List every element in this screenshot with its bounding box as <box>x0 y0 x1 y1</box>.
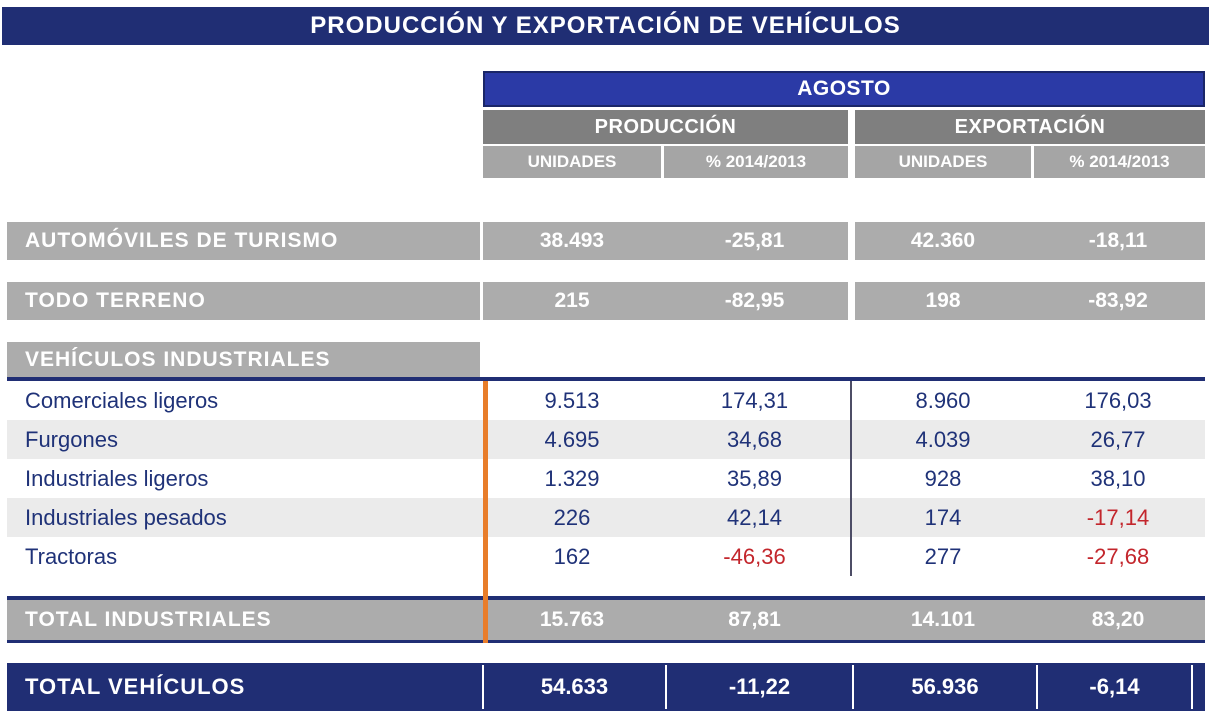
cell-exportacion-pct: 176,03 <box>1084 388 1152 413</box>
column-separator <box>852 665 854 709</box>
cell-exportacion-unidades: 14.101 <box>910 608 976 631</box>
table-row-todo-terreno: TODO TERRENO 215 -82,95 198 -83,92 <box>7 282 1205 320</box>
row-label: Tractoras <box>25 544 118 569</box>
produccion-exportacion-divider-line <box>850 381 852 576</box>
row-label: TODO TERRENO <box>7 282 480 320</box>
cell-exportacion-pct: -83,92 <box>1031 282 1205 320</box>
cell-produccion-unidades: 38.493 <box>483 222 661 260</box>
cell-exportacion-pct: 38,10 <box>1090 466 1146 491</box>
column-group-header-row: PRODUCCIÓN EXPORTACIÓN <box>483 110 1205 144</box>
cell-produccion-pct: 174,31 <box>720 388 789 413</box>
cell-produccion-unidades: 226 <box>553 505 591 530</box>
cell-produccion-pct: -25,81 <box>661 222 848 260</box>
table-row-industriales-pesados: Industriales pesados 226 42,14 174 -17,1… <box>7 498 1205 537</box>
subcolumn-header-row: UNIDADES % 2014/2013 UNIDADES % 2014/201… <box>483 146 1205 178</box>
table-row-total-industriales: TOTAL INDUSTRIALES 15.763 87,81 14.101 8… <box>7 596 1205 643</box>
cell-produccion-pct: 35,89 <box>726 466 783 491</box>
cell-produccion-pct: -82,95 <box>661 282 848 320</box>
column-group-gap <box>848 110 855 144</box>
section-header-vehiculos-industriales: VEHÍCULOS INDUSTRIALES <box>7 342 480 377</box>
row-label: Industriales pesados <box>25 505 227 530</box>
column-separator <box>1036 665 1038 709</box>
column-header-exportacion-pct: % 2014/2013 <box>1031 146 1205 178</box>
column-separator <box>665 665 667 709</box>
cell-exportacion-unidades: 174 <box>924 505 962 530</box>
cell-produccion-pct: 87,81 <box>728 608 781 631</box>
cell-produccion-pct: -11,22 <box>728 674 791 699</box>
cell-exportacion-pct: -18,11 <box>1031 222 1205 260</box>
row-label: Comerciales ligeros <box>25 388 219 413</box>
row-label: TOTAL VEHÍCULOS <box>25 674 246 699</box>
page-title: PRODUCCIÓN Y EXPORTACIÓN DE VEHÍCULOS <box>2 7 1209 45</box>
table-row-comerciales-ligeros: Comerciales ligeros 9.513 174,31 8.960 1… <box>7 381 1205 420</box>
row-label: Furgones <box>25 427 118 452</box>
cell-produccion-unidades: 162 <box>553 544 591 569</box>
cell-produccion-unidades: 1.329 <box>544 466 600 491</box>
column-header-produccion-unidades: UNIDADES <box>483 146 661 178</box>
cell-produccion-unidades: 54.633 <box>540 674 609 699</box>
table-row-industriales-ligeros: Industriales ligeros 1.329 35,89 928 38,… <box>7 459 1205 498</box>
cell-exportacion-unidades: 8.960 <box>915 388 971 413</box>
row-label: Industriales ligeros <box>25 466 209 491</box>
table-row-automoviles-de-turismo: AUTOMÓVILES DE TURISMO 38.493 -25,81 42.… <box>7 222 1205 260</box>
cell-exportacion-pct: 26,77 <box>1090 427 1146 452</box>
column-group-produccion: PRODUCCIÓN <box>483 110 848 144</box>
cell-exportacion-pct: -27,68 <box>1086 544 1150 569</box>
row-label: TOTAL INDUSTRIALES <box>25 608 272 631</box>
month-header: AGOSTO <box>483 71 1205 107</box>
column-header-produccion-pct: % 2014/2013 <box>661 146 848 178</box>
column-header-exportacion-unidades: UNIDADES <box>855 146 1031 178</box>
table-row-furgones: Furgones 4.695 34,68 4.039 26,77 <box>7 420 1205 459</box>
cell-exportacion-unidades: 42.360 <box>855 222 1031 260</box>
column-group-exportacion: EXPORTACIÓN <box>855 110 1205 144</box>
cell-produccion-pct: 42,14 <box>726 505 783 530</box>
cell-exportacion-pct: -17,14 <box>1086 505 1150 530</box>
column-group-gap <box>848 146 855 178</box>
column-separator <box>1191 665 1193 709</box>
table-row-tractoras: Tractoras 162 -46,36 277 -27,68 <box>7 537 1205 576</box>
table-row-total-vehiculos: TOTAL VEHÍCULOS 54.633 -11,22 56.936 -6,… <box>7 663 1205 711</box>
column-separator <box>482 665 484 709</box>
cell-produccion-unidades: 9.513 <box>544 388 600 413</box>
cell-exportacion-unidades: 4.039 <box>915 427 971 452</box>
cell-exportacion-unidades: 198 <box>855 282 1031 320</box>
cell-produccion-unidades: 215 <box>483 282 661 320</box>
cell-exportacion-pct: 83,20 <box>1091 608 1145 631</box>
row-label: AUTOMÓVILES DE TURISMO <box>7 222 480 260</box>
cell-produccion-pct: -46,36 <box>723 544 786 569</box>
cell-exportacion-unidades: 277 <box>924 544 962 569</box>
cell-exportacion-unidades: 928 <box>924 466 962 491</box>
orange-divider-line <box>483 381 488 643</box>
cell-produccion-pct: 34,68 <box>726 427 783 452</box>
cell-exportacion-pct: -6,14 <box>1089 674 1140 699</box>
cell-exportacion-unidades: 56.936 <box>911 674 979 699</box>
cell-produccion-unidades: 4.695 <box>544 427 600 452</box>
cell-produccion-unidades: 15.763 <box>539 608 605 631</box>
section-top-rule <box>7 377 1205 381</box>
